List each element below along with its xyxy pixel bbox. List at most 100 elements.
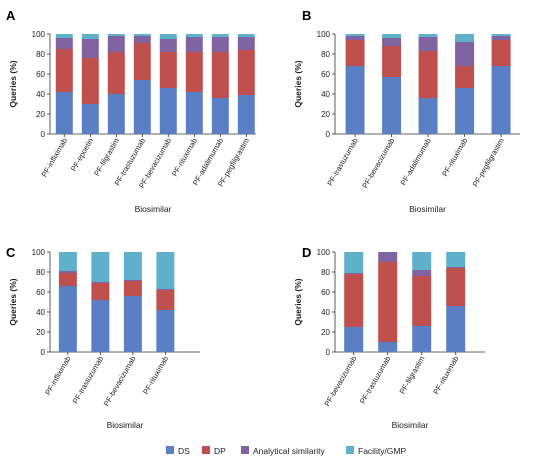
bar-segment-analytical-similarity xyxy=(107,36,125,52)
category-label: PF-infliximab xyxy=(40,137,69,179)
bar-segment-dp xyxy=(237,50,255,95)
bar-segment-facility-gmp xyxy=(345,34,365,36)
legend-swatch xyxy=(241,446,249,454)
bar-segment-analytical-similarity xyxy=(344,273,364,274)
bar-segment-ds xyxy=(58,286,77,352)
bar-segment-analytical-similarity xyxy=(378,252,398,262)
x-axis-title: Biosimilar xyxy=(107,420,144,430)
bar-segment-analytical-similarity xyxy=(133,36,151,43)
y-tick-label: 60 xyxy=(36,288,45,297)
bar-segment-analytical-similarity xyxy=(237,37,255,50)
category-label: PF-epoetin xyxy=(69,137,95,173)
bar-segment-analytical-similarity xyxy=(446,267,466,268)
bar-segment-analytical-similarity xyxy=(55,38,73,49)
bar-segment-ds xyxy=(455,88,475,134)
bar-segment-facility-gmp xyxy=(123,252,142,280)
category-label: PF-bevacizumab xyxy=(102,355,138,408)
bar-segment-ds xyxy=(382,77,402,134)
bar-segment-analytical-similarity xyxy=(345,36,365,40)
bar-segment-facility-gmp xyxy=(185,34,203,37)
bar-segment-ds xyxy=(237,95,255,134)
bar-segment-analytical-similarity xyxy=(81,39,99,58)
y-tick-label: 40 xyxy=(321,308,330,317)
bar-segment-analytical-similarity xyxy=(123,280,142,281)
category-label: PF-trastuzumab xyxy=(71,355,105,406)
y-tick-label: 0 xyxy=(41,348,46,357)
bar-segment-dp xyxy=(455,66,475,88)
y-tick-label: 100 xyxy=(317,30,331,39)
bar-segment-dp xyxy=(446,268,466,306)
bar-segment-ds xyxy=(91,300,110,352)
bar-segment-analytical-similarity xyxy=(382,38,402,46)
bar-segment-facility-gmp xyxy=(81,34,99,39)
y-tick-label: 0 xyxy=(326,348,331,357)
bar-segment-ds xyxy=(344,327,364,352)
y-tick-label: 100 xyxy=(32,248,46,257)
y-tick-label: 0 xyxy=(41,130,46,139)
legend-label: DP xyxy=(214,446,226,456)
y-tick-label: 60 xyxy=(36,70,45,79)
bar-segment-dp xyxy=(412,276,432,326)
bar-segment-dp xyxy=(344,274,364,327)
legend-label: DS xyxy=(178,446,190,456)
legend-label: Analytical similarity xyxy=(253,446,326,456)
bar-segment-analytical-similarity xyxy=(491,36,511,40)
bar-segment-ds xyxy=(156,310,175,352)
panel-letter: B xyxy=(302,8,311,23)
category-label: PF-rituximab xyxy=(141,355,170,396)
bar-segment-ds xyxy=(211,98,229,134)
legend-label: Facility/GMP xyxy=(358,446,407,456)
bar-segment-dp xyxy=(133,43,151,80)
bar-segment-facility-gmp xyxy=(237,34,255,37)
category-label: PF-infliximab xyxy=(43,355,72,397)
bar-segment-analytical-similarity xyxy=(412,270,432,276)
y-tick-label: 80 xyxy=(36,50,45,59)
category-label: PF-rituximab xyxy=(431,355,460,396)
legend-swatch xyxy=(166,446,174,454)
x-axis-title: Biosimilar xyxy=(135,204,172,214)
bar-segment-dp xyxy=(55,49,73,92)
bar-segment-ds xyxy=(81,104,99,134)
x-axis-title: Biosimilar xyxy=(409,204,446,214)
category-label: PF-trastuzumab xyxy=(358,355,392,406)
legend-item: DP xyxy=(202,446,226,456)
bar-segment-ds xyxy=(491,66,511,134)
bar-segment-facility-gmp xyxy=(382,34,402,38)
legend-item: Facility/GMP xyxy=(346,446,407,456)
legend: DS DP Analytical similarity Facility/GMP xyxy=(166,446,407,456)
bar-segment-ds xyxy=(446,306,466,352)
bar-segment-dp xyxy=(378,262,398,342)
y-tick-label: 40 xyxy=(321,90,330,99)
x-axis-title: Biosimilar xyxy=(392,420,429,430)
bar-segment-facility-gmp xyxy=(418,34,438,37)
bar-segment-dp xyxy=(159,52,177,88)
bar-segment-facility-gmp xyxy=(211,34,229,37)
bar-segment-dp xyxy=(156,290,175,310)
bar-segment-ds xyxy=(345,66,365,134)
legend-swatch xyxy=(346,446,354,454)
bar-segment-facility-gmp xyxy=(455,34,475,42)
bar-segment-facility-gmp xyxy=(446,252,466,267)
bar-segment-facility-gmp xyxy=(491,34,511,36)
panel-letter: A xyxy=(6,8,16,23)
y-tick-label: 100 xyxy=(317,248,331,257)
bar-segment-facility-gmp xyxy=(133,34,151,36)
y-tick-label: 60 xyxy=(321,288,330,297)
bar-segment-ds xyxy=(185,92,203,134)
bar-segment-dp xyxy=(107,52,125,94)
bar-segment-facility-gmp xyxy=(107,34,125,36)
y-tick-label: 40 xyxy=(36,308,45,317)
bar-segment-dp xyxy=(91,283,110,300)
bar-segment-analytical-similarity xyxy=(455,42,475,66)
category-label: PF-rituximab xyxy=(170,137,199,178)
bar-segment-facility-gmp xyxy=(412,252,432,270)
bar-segment-dp xyxy=(58,273,77,286)
y-tick-label: 20 xyxy=(321,328,330,337)
category-label: PF-rituximab xyxy=(440,137,469,178)
y-tick-label: 60 xyxy=(321,70,330,79)
category-label: PF-bevacizumab xyxy=(360,137,396,190)
